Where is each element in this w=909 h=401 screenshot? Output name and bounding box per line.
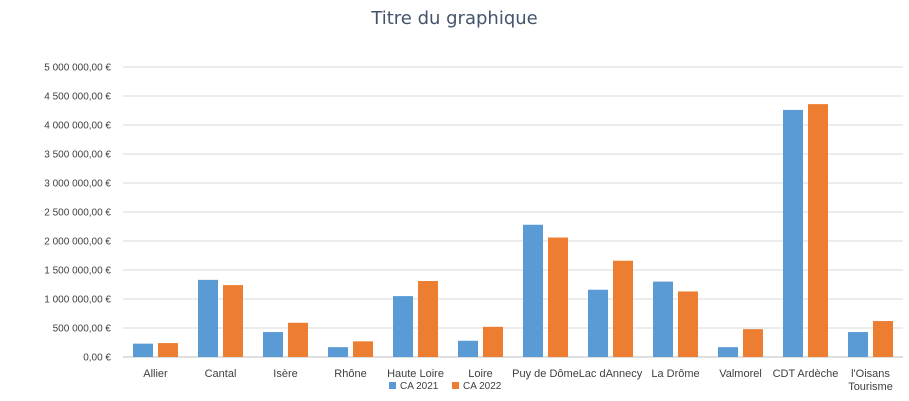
y-tick-label: 1 500 000,00 € (44, 266, 111, 277)
bar-ca2021 (458, 340, 478, 357)
y-tick-label: 4 500 000,00 € (44, 92, 111, 103)
x-category-label: Loire (468, 368, 492, 380)
legend-swatch (389, 382, 396, 389)
legend-label: CA 2021 (400, 381, 439, 392)
bar-ca2022 (613, 260, 633, 357)
bar-ca2022 (288, 322, 308, 357)
legend-swatch (452, 382, 459, 389)
bar-ca2021 (783, 109, 803, 357)
bar-ca2022 (808, 104, 828, 358)
x-category-label: La Drôme (651, 368, 699, 380)
bar-ca2021 (393, 296, 413, 357)
gridlines (123, 66, 903, 358)
bar-ca2022 (223, 285, 243, 357)
x-category-label: Cantal (205, 368, 237, 380)
bar-ca2021 (653, 281, 673, 357)
y-tick-label: 500 000,00 € (53, 324, 112, 335)
x-category-label: Allier (143, 368, 168, 380)
y-tick-label: 3 500 000,00 € (44, 150, 111, 161)
chart-title: Titre du graphique (371, 8, 538, 29)
y-tick-label: 3 000 000,00 € (44, 179, 111, 190)
bar-ca2021 (588, 289, 608, 357)
y-tick-label: 2 500 000,00 € (44, 208, 111, 219)
bar-ca2021 (523, 224, 543, 357)
bar-ca2022 (743, 329, 763, 357)
y-axis-tick-labels: 0,00 € 500 000,00 € 1 000 000,00 € 1 500 00… (44, 63, 111, 364)
bars (133, 104, 893, 358)
bar-ca2022 (548, 237, 568, 357)
x-category-label: Valmorel (719, 368, 762, 380)
x-axis-category-labels: Allier Cantal Isère Rhône Haute Loire Loire Pu… (143, 368, 893, 393)
bar-ca2022 (353, 341, 373, 357)
bar-ca2022 (483, 326, 503, 357)
bar-ca2021 (198, 279, 218, 357)
bar-ca2022 (158, 343, 178, 357)
bar-ca2021 (718, 347, 738, 357)
bar-ca2022 (678, 291, 698, 357)
bar-ca2022 (418, 281, 438, 357)
x-category-label: Haute Loire (387, 368, 444, 380)
bar-ca2021 (263, 332, 283, 357)
x-category-label: Isère (273, 368, 297, 380)
legend: CA 2021 CA 2022 (389, 381, 502, 392)
bar-ca2021 (848, 332, 868, 357)
bar-ca2021 (133, 343, 153, 357)
y-tick-label: 2 000 000,00 € (44, 237, 111, 248)
x-category-label: l'Oisans (851, 368, 890, 380)
bar-ca2022 (873, 321, 893, 357)
legend-label: CA 2022 (463, 381, 502, 392)
y-tick-label: 1 000 000,00 € (44, 295, 111, 306)
y-tick-label: 5 000 000,00 € (44, 63, 111, 74)
x-category-label: Puy de Dôme (512, 368, 579, 380)
x-category-label: Lac dAnnecy (579, 368, 643, 380)
y-tick-label: 4 000 000,00 € (44, 121, 111, 132)
x-category-label: Rhône (334, 368, 366, 380)
x-category-label: CDT Ardèche (773, 368, 839, 380)
bar-ca2021 (328, 347, 348, 357)
y-tick-label: 0,00 € (83, 353, 111, 364)
x-category-label: Tourisme (848, 381, 893, 393)
